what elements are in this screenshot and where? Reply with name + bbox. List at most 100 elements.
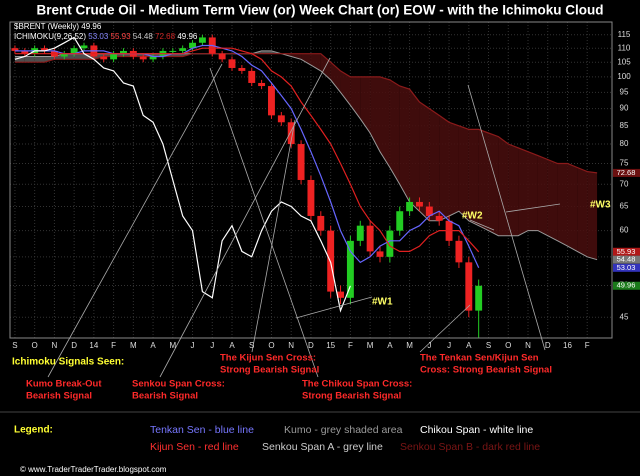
cloud-segment [537,155,548,236]
candle-body [396,211,404,231]
signal: Strong Bearish Signal [220,365,319,376]
legend-entry: Chikou Span - white line [420,424,533,436]
cloud-segment [567,163,578,252]
x-tick-label: M [169,341,176,350]
x-tick-label: N [288,341,294,350]
y-tick-label: 80 [620,139,629,148]
signals-heading: Ichimoku Signals Seen: [12,357,124,368]
x-tick-label: O [505,341,511,350]
arrow [209,67,319,378]
candle-body [228,59,236,68]
signal: Strong Bearish Signal [302,391,401,402]
candle-body [139,56,147,60]
x-tick-label: J [210,341,214,350]
x-tick-label: M [367,341,374,350]
cloud-segment [458,125,469,221]
cloud-segment [498,136,509,236]
cloud-segment [360,76,371,133]
cloud-segment [587,171,598,260]
indicator-value: 54.48 [133,32,154,41]
footer: © www.TraderTraderTrader.blogspot.com [20,465,167,474]
candle-body [366,225,374,252]
cloud-segment [429,108,440,221]
arrow [159,57,331,378]
candle-body [11,48,19,51]
x-tick-label: 15 [326,341,335,350]
candle-body [307,179,315,216]
cloud-segment [34,56,45,63]
cloud-segment [528,151,538,231]
price-tag [613,247,640,256]
x-tick-label: M [130,341,137,350]
candle-body [21,50,29,54]
candle-body [41,48,48,51]
candle-body [100,56,108,60]
candle-body [317,215,325,231]
arrow [505,203,561,213]
indicator-value: 49.96 [177,32,198,41]
y-tick-label: 45 [620,312,629,321]
wave-label: #W2 [462,211,483,222]
cloud-segment [419,101,430,221]
cloud-segment [518,147,528,236]
signal: Cross: Strong Bearish Signal [420,365,552,376]
y-tick-label: 60 [620,226,629,235]
x-tick-label: D [308,341,314,350]
cloud-segment [44,56,55,63]
cloud-segment [340,70,351,106]
price-tag-label: 49.96 [617,281,636,290]
price-tag-label: 55.93 [617,247,636,256]
y-tick-label: 90 [620,104,629,113]
price-tag-label: 54.48 [617,255,636,264]
signal: Kumo Break-Out [26,379,102,390]
signal: Bearish Signal [132,391,198,402]
candle-body [248,70,256,83]
cloud-segment [449,122,459,216]
candle-body [179,48,187,51]
x-tick-label: A [150,341,156,350]
arrow [469,219,495,231]
indicator-line [14,36,351,313]
annotation-arrows [47,57,561,378]
candle-body [455,240,463,263]
cloud-segment [399,86,410,202]
candle-body [238,67,246,71]
x-tick-label: 14 [89,341,98,350]
candle-body [297,144,305,180]
cloud-segment [24,56,35,63]
candle-body [258,82,266,87]
price-tag [613,281,640,290]
cloud-segment [488,132,499,236]
y-tick-label: 115 [618,30,631,39]
y-tick-label: 110 [618,43,631,52]
y-tick-label: 95 [620,87,629,96]
x-tick-label: N [52,341,58,350]
x-tick-label: J [191,341,195,350]
x-tick-label: J [427,341,431,350]
arrow [295,296,373,319]
indicator-name: ICHIMOKU(9,26,52) [14,32,86,41]
candle-body [169,50,177,52]
wave-label: #W3 [590,200,611,211]
candle-body [425,206,433,216]
cloud-segment [74,53,84,60]
x-tick-label: A [466,341,472,350]
candle-body [189,42,196,49]
signal: The Tenkan Sen/Kijun Sen [420,353,539,364]
x-tick-label: J [447,341,451,350]
candle-body [337,291,344,298]
cloud-segment [310,53,321,71]
cloud-segment [577,167,588,257]
cloud-segment [389,79,400,185]
cloud-segment [370,76,380,152]
cloud-segment [14,56,25,63]
candle-body [120,50,127,54]
plot-frame [9,21,613,339]
candle-body [287,122,295,145]
indicator-value: 72.68 [155,32,176,41]
arrow [47,63,223,378]
signal: Senkou Span Cross: [132,379,225,390]
x-tick-label: D [545,341,551,350]
price-tag-label: 53.03 [617,263,636,272]
